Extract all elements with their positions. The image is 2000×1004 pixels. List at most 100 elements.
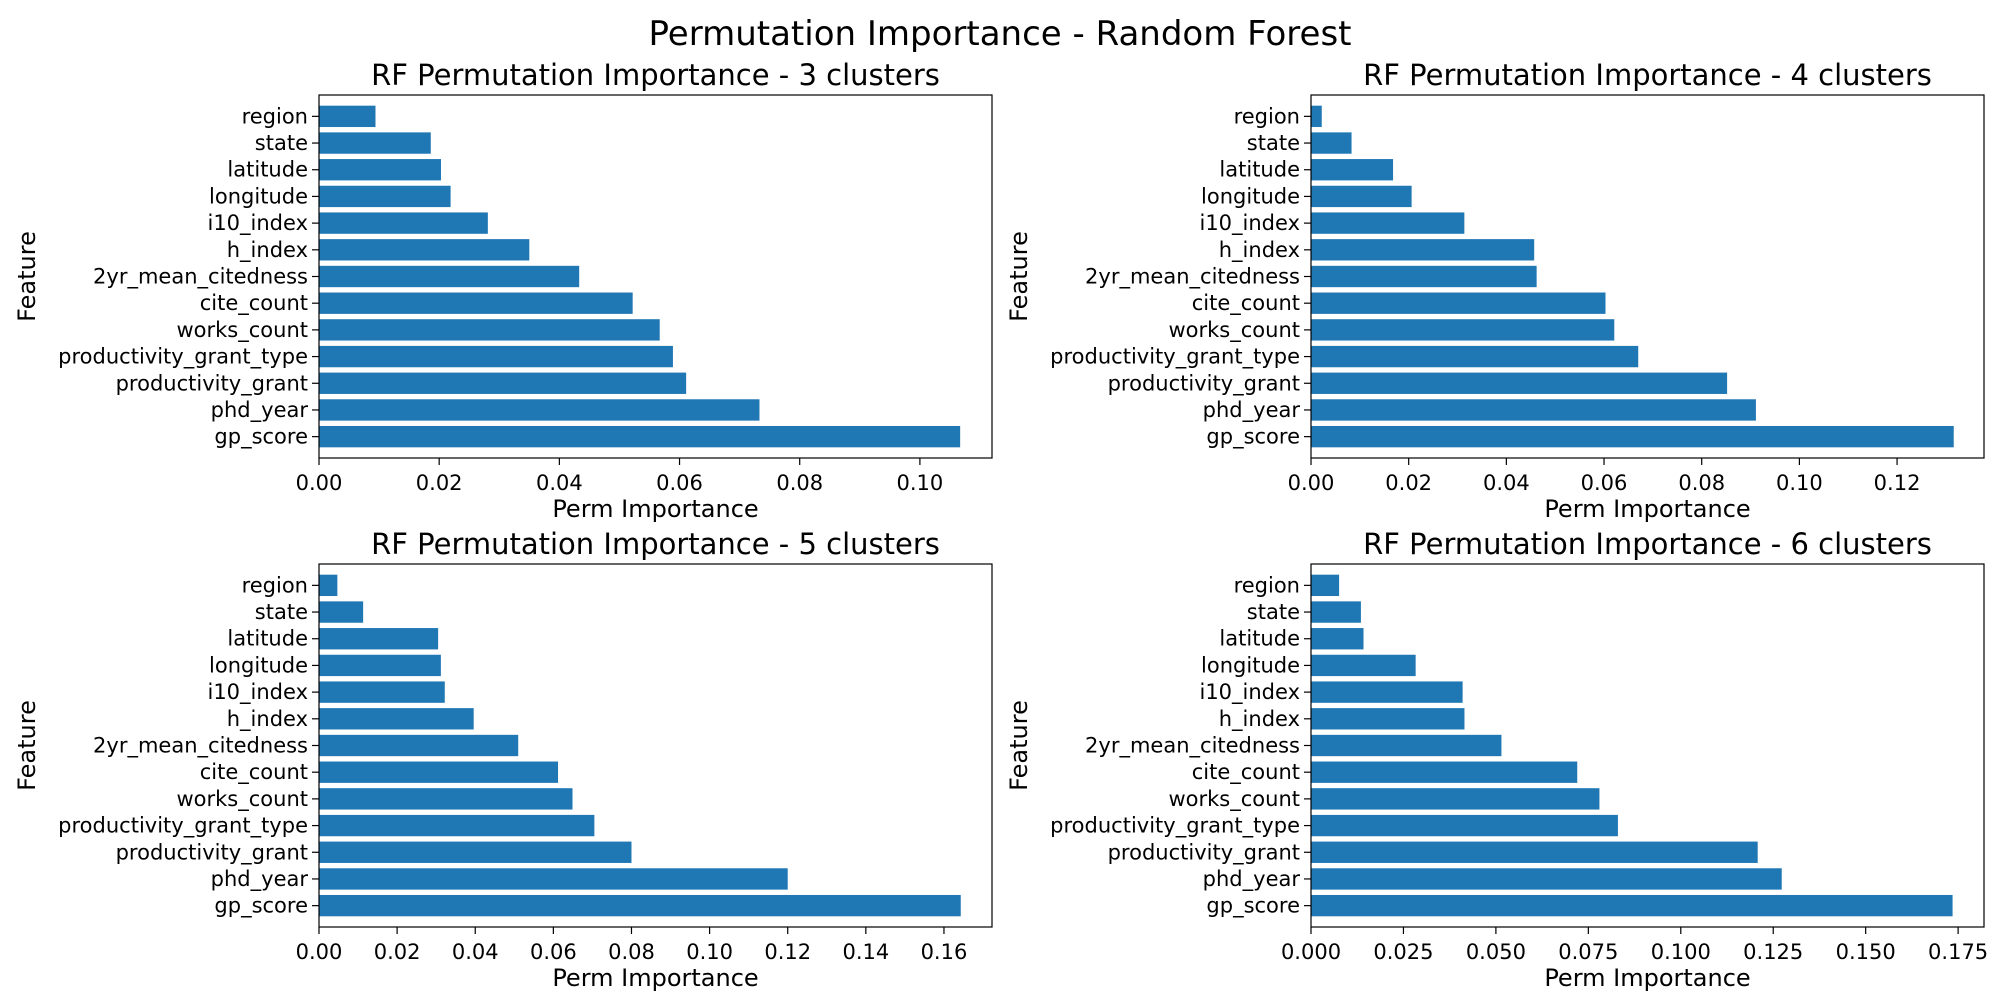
y-tick-label: 2yr_mean_citedness	[93, 734, 308, 759]
bar-state	[1311, 601, 1361, 623]
bar-phd_year	[319, 868, 788, 890]
bar-works_count	[1311, 788, 1600, 810]
y-tick-label: cite_count	[200, 760, 308, 785]
y-axis-label: Feature	[1005, 231, 1033, 322]
bar-cite_count	[319, 292, 633, 314]
bar-2yr_mean_citedness	[1311, 734, 1502, 757]
bar-h_index	[1311, 708, 1465, 730]
bar-phd_year	[1311, 868, 1782, 890]
y-tick-label: phd_year	[211, 867, 309, 892]
axes-frame	[318, 563, 993, 928]
y-tick-label: works_count	[176, 318, 308, 343]
bar-productivity_grant	[319, 841, 632, 863]
x-tick-label: 0.10	[686, 940, 733, 964]
bar-region	[319, 105, 376, 128]
x-tick-label: 0.00	[1288, 471, 1335, 495]
x-tick-label: 0.02	[374, 940, 421, 964]
bar-productivity_grant_type	[319, 814, 595, 837]
y-tick-label: h_index	[227, 238, 308, 263]
bar-phd_year	[319, 399, 760, 421]
bar-i10_index	[319, 681, 445, 703]
bar-productivity_grant	[1311, 841, 1758, 863]
y-tick-label: longitude	[1201, 184, 1300, 208]
x-tick-label: 0.00	[296, 471, 343, 495]
bar-h_index	[1311, 239, 1535, 261]
bar-latitude	[319, 628, 439, 650]
chart-panel-1: RF Permutation Importance - 3 clusters gp…	[13, 58, 993, 523]
bar-productivity_grant_type	[1311, 345, 1639, 368]
x-axis-label: Perm Importance	[552, 495, 758, 523]
bar-cite_count	[1311, 761, 1578, 783]
chart-title: RF Permutation Importance - 5 clusters	[371, 527, 940, 561]
bar-i10_index	[319, 212, 488, 234]
x-tick-label: 0.08	[608, 940, 655, 964]
x-tick-label: 0.06	[1581, 471, 1628, 495]
bar-i10_index	[1311, 681, 1463, 703]
axes-frame	[1310, 563, 1985, 928]
x-tick-label: 0.02	[1385, 471, 1432, 495]
x-tick-label: 0.02	[416, 471, 463, 495]
x-tick-label: 0.025	[1373, 940, 1433, 964]
chart-panel-3: RF Permutation Importance - 5 clusters gp…	[13, 527, 993, 992]
y-tick-label: h_index	[1219, 238, 1300, 263]
y-tick-label: region	[1234, 104, 1300, 128]
y-tick-label: productivity_grant_type	[1050, 345, 1300, 370]
bar-region	[1311, 574, 1340, 597]
figure-title: Permutation Importance - Random Forest	[649, 14, 1352, 54]
x-axis-label: Perm Importance	[552, 964, 758, 992]
bar-productivity_grant	[319, 372, 687, 394]
y-tick-label: i10_index	[1199, 680, 1300, 705]
bar-region	[1311, 105, 1322, 128]
y-axis-label: Feature	[1005, 700, 1033, 791]
x-tick-label: 0.100	[1651, 940, 1711, 964]
y-tick-label: phd_year	[1203, 867, 1301, 892]
bar-phd_year	[1311, 399, 1756, 421]
bar-works_count	[319, 788, 573, 810]
x-tick-label: 0.16	[921, 940, 968, 964]
chart-panel-4: RF Permutation Importance - 6 clusters gp…	[1005, 527, 1988, 992]
axes-frame	[318, 94, 993, 459]
chart-title: RF Permutation Importance - 3 clusters	[371, 58, 940, 92]
x-tick-label: 0.04	[536, 471, 583, 495]
y-tick-label: region	[242, 573, 308, 597]
x-tick-label: 0.06	[656, 471, 703, 495]
bar-gp_score	[1311, 425, 1954, 448]
y-tick-label: state	[255, 131, 308, 155]
y-tick-label: h_index	[1219, 707, 1300, 732]
bar-cite_count	[319, 761, 559, 783]
x-tick-label: 0.175	[1928, 940, 1988, 964]
bar-works_count	[319, 319, 660, 341]
bar-region	[319, 574, 338, 597]
bar-longitude	[319, 654, 441, 677]
y-tick-label: region	[1234, 573, 1300, 597]
x-tick-label: 0.075	[1558, 940, 1618, 964]
x-tick-label: 0.10	[1776, 471, 1823, 495]
y-tick-label: works_count	[176, 787, 308, 812]
y-tick-label: productivity_grant_type	[1050, 814, 1300, 839]
y-tick-label: 2yr_mean_citedness	[1085, 265, 1300, 290]
y-tick-label: longitude	[209, 653, 308, 677]
bar-state	[319, 601, 364, 623]
bar-latitude	[1311, 159, 1394, 181]
bar-gp_score	[319, 425, 961, 448]
y-tick-label: latitude	[1219, 158, 1300, 182]
y-tick-label: state	[1247, 131, 1300, 155]
y-tick-label: cite_count	[1192, 291, 1300, 316]
chart-panel-2: RF Permutation Importance - 4 clusters gp…	[1005, 58, 1985, 523]
x-tick-label: 0.14	[842, 940, 889, 964]
y-tick-label: h_index	[227, 707, 308, 732]
y-tick-label: cite_count	[200, 291, 308, 316]
x-tick-label: 0.050	[1466, 940, 1526, 964]
x-tick-label: 0.10	[897, 471, 944, 495]
y-tick-label: longitude	[1201, 653, 1300, 677]
y-tick-label: gp_score	[214, 894, 308, 919]
bar-latitude	[1311, 628, 1364, 650]
x-tick-label: 0.06	[530, 940, 577, 964]
y-tick-label: state	[1247, 600, 1300, 624]
y-tick-label: i10_index	[207, 680, 308, 705]
y-tick-label: longitude	[209, 184, 308, 208]
x-tick-label: 0.125	[1743, 940, 1803, 964]
y-tick-label: latitude	[227, 627, 308, 651]
bar-state	[319, 132, 431, 154]
y-tick-label: gp_score	[214, 425, 308, 450]
